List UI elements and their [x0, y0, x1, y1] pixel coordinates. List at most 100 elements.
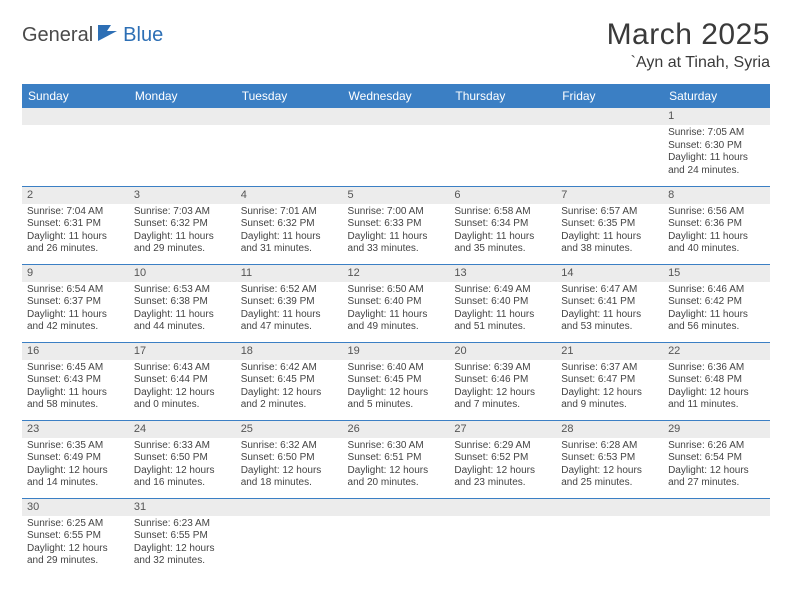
day-details: Sunrise: 6:39 AMSunset: 6:46 PMDaylight:…	[449, 360, 556, 416]
calendar-cell: 23Sunrise: 6:35 AMSunset: 6:49 PMDayligh…	[22, 420, 129, 498]
day-details: Sunrise: 6:56 AMSunset: 6:36 PMDaylight:…	[663, 204, 770, 260]
sunset-text: Sunset: 6:32 PM	[241, 218, 338, 231]
calendar-cell: 8Sunrise: 6:56 AMSunset: 6:36 PMDaylight…	[663, 186, 770, 264]
calendar-cell	[449, 108, 556, 186]
sunrise-text: Sunrise: 6:36 AM	[668, 362, 765, 375]
day-number: 31	[129, 499, 236, 516]
sunrise-text: Sunrise: 6:23 AM	[134, 518, 231, 531]
brand-part1: General	[22, 24, 93, 47]
sunrise-text: Sunrise: 6:37 AM	[561, 362, 658, 375]
day-number: 7	[556, 187, 663, 204]
day-number: 23	[22, 421, 129, 438]
calendar-cell: 16Sunrise: 6:45 AMSunset: 6:43 PMDayligh…	[22, 342, 129, 420]
weekday-header: Tuesday	[236, 84, 343, 108]
daylight-text: Daylight: 12 hours and 18 minutes.	[241, 465, 338, 490]
day-details: Sunrise: 6:25 AMSunset: 6:55 PMDaylight:…	[22, 516, 129, 572]
sunset-text: Sunset: 6:48 PM	[668, 374, 765, 387]
day-details: Sunrise: 7:00 AMSunset: 6:33 PMDaylight:…	[343, 204, 450, 260]
day-number	[449, 499, 556, 516]
calendar-row: 23Sunrise: 6:35 AMSunset: 6:49 PMDayligh…	[22, 420, 770, 498]
sunrise-text: Sunrise: 7:00 AM	[348, 206, 445, 219]
location-label: `Ayn at Tinah, Syria	[607, 54, 770, 72]
day-number	[449, 108, 556, 125]
day-number: 16	[22, 343, 129, 360]
calendar-cell: 1Sunrise: 7:05 AMSunset: 6:30 PMDaylight…	[663, 108, 770, 186]
calendar-cell	[129, 108, 236, 186]
calendar-row: 1Sunrise: 7:05 AMSunset: 6:30 PMDaylight…	[22, 108, 770, 186]
day-details: Sunrise: 6:30 AMSunset: 6:51 PMDaylight:…	[343, 438, 450, 494]
sunrise-text: Sunrise: 6:42 AM	[241, 362, 338, 375]
day-details: Sunrise: 6:23 AMSunset: 6:55 PMDaylight:…	[129, 516, 236, 572]
calendar-cell	[449, 498, 556, 576]
day-details: Sunrise: 6:46 AMSunset: 6:42 PMDaylight:…	[663, 282, 770, 338]
daylight-text: Daylight: 12 hours and 27 minutes.	[668, 465, 765, 490]
daylight-text: Daylight: 12 hours and 9 minutes.	[561, 387, 658, 412]
daylight-text: Daylight: 11 hours and 56 minutes.	[668, 309, 765, 334]
sunset-text: Sunset: 6:39 PM	[241, 296, 338, 309]
day-details	[129, 125, 236, 131]
sunset-text: Sunset: 6:54 PM	[668, 452, 765, 465]
day-number: 15	[663, 265, 770, 282]
day-details: Sunrise: 7:01 AMSunset: 6:32 PMDaylight:…	[236, 204, 343, 260]
sunrise-text: Sunrise: 6:45 AM	[27, 362, 124, 375]
day-number: 24	[129, 421, 236, 438]
sunset-text: Sunset: 6:46 PM	[454, 374, 551, 387]
sunset-text: Sunset: 6:47 PM	[561, 374, 658, 387]
sunrise-text: Sunrise: 6:47 AM	[561, 284, 658, 297]
sunset-text: Sunset: 6:33 PM	[348, 218, 445, 231]
calendar-cell	[343, 498, 450, 576]
sunrise-text: Sunrise: 6:57 AM	[561, 206, 658, 219]
day-number	[343, 499, 450, 516]
calendar-cell: 5Sunrise: 7:00 AMSunset: 6:33 PMDaylight…	[343, 186, 450, 264]
header: General Blue March 2025 `Ayn at Tinah, S…	[22, 18, 770, 72]
daylight-text: Daylight: 11 hours and 49 minutes.	[348, 309, 445, 334]
month-title: March 2025	[607, 18, 770, 52]
day-details: Sunrise: 6:58 AMSunset: 6:34 PMDaylight:…	[449, 204, 556, 260]
daylight-text: Daylight: 12 hours and 7 minutes.	[454, 387, 551, 412]
calendar-cell: 27Sunrise: 6:29 AMSunset: 6:52 PMDayligh…	[449, 420, 556, 498]
day-details: Sunrise: 7:03 AMSunset: 6:32 PMDaylight:…	[129, 204, 236, 260]
sunrise-text: Sunrise: 6:43 AM	[134, 362, 231, 375]
daylight-text: Daylight: 11 hours and 42 minutes.	[27, 309, 124, 334]
day-details: Sunrise: 6:26 AMSunset: 6:54 PMDaylight:…	[663, 438, 770, 494]
calendar-cell: 19Sunrise: 6:40 AMSunset: 6:45 PMDayligh…	[343, 342, 450, 420]
calendar-cell: 6Sunrise: 6:58 AMSunset: 6:34 PMDaylight…	[449, 186, 556, 264]
sunset-text: Sunset: 6:52 PM	[454, 452, 551, 465]
day-number: 10	[129, 265, 236, 282]
sunset-text: Sunset: 6:55 PM	[27, 530, 124, 543]
day-number	[556, 108, 663, 125]
sunrise-text: Sunrise: 6:33 AM	[134, 440, 231, 453]
day-number	[556, 499, 663, 516]
weekday-header: Monday	[129, 84, 236, 108]
daylight-text: Daylight: 12 hours and 0 minutes.	[134, 387, 231, 412]
calendar-cell	[556, 498, 663, 576]
day-number: 13	[449, 265, 556, 282]
sunset-text: Sunset: 6:55 PM	[134, 530, 231, 543]
calendar-cell: 29Sunrise: 6:26 AMSunset: 6:54 PMDayligh…	[663, 420, 770, 498]
day-details	[449, 516, 556, 522]
daylight-text: Daylight: 11 hours and 24 minutes.	[668, 152, 765, 177]
sunset-text: Sunset: 6:50 PM	[134, 452, 231, 465]
day-number: 2	[22, 187, 129, 204]
day-details	[449, 125, 556, 131]
day-number: 3	[129, 187, 236, 204]
daylight-text: Daylight: 12 hours and 14 minutes.	[27, 465, 124, 490]
sunrise-text: Sunrise: 6:29 AM	[454, 440, 551, 453]
daylight-text: Daylight: 11 hours and 33 minutes.	[348, 231, 445, 256]
sunset-text: Sunset: 6:45 PM	[348, 374, 445, 387]
day-number: 20	[449, 343, 556, 360]
day-details	[343, 516, 450, 522]
calendar-cell: 3Sunrise: 7:03 AMSunset: 6:32 PMDaylight…	[129, 186, 236, 264]
calendar-row: 16Sunrise: 6:45 AMSunset: 6:43 PMDayligh…	[22, 342, 770, 420]
daylight-text: Daylight: 11 hours and 31 minutes.	[241, 231, 338, 256]
day-number: 4	[236, 187, 343, 204]
day-details: Sunrise: 6:57 AMSunset: 6:35 PMDaylight:…	[556, 204, 663, 260]
daylight-text: Daylight: 12 hours and 23 minutes.	[454, 465, 551, 490]
sunrise-text: Sunrise: 6:26 AM	[668, 440, 765, 453]
sunset-text: Sunset: 6:31 PM	[27, 218, 124, 231]
weekday-header: Friday	[556, 84, 663, 108]
day-number: 30	[22, 499, 129, 516]
calendar-cell: 17Sunrise: 6:43 AMSunset: 6:44 PMDayligh…	[129, 342, 236, 420]
daylight-text: Daylight: 11 hours and 35 minutes.	[454, 231, 551, 256]
day-details	[236, 516, 343, 522]
